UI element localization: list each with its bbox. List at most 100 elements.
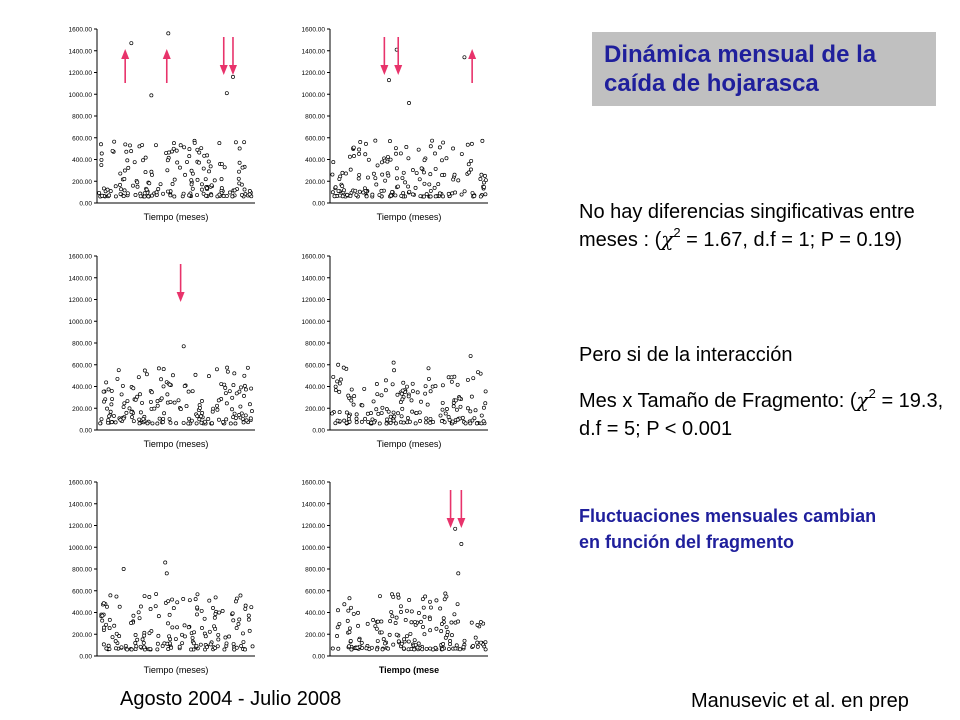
y-tick-label: 1600.00 [302,254,326,261]
data-point [99,163,104,168]
data-point [166,599,171,604]
data-point [354,420,359,425]
data-point [204,193,208,198]
data-point [129,149,134,154]
data-point [371,171,376,176]
data-point [242,373,247,378]
data-point [161,384,166,389]
data-point [428,605,433,610]
data-point [244,418,249,423]
data-point [331,160,336,165]
data-point [212,615,217,620]
data-point [474,421,479,426]
data-point [472,194,477,198]
data-point [129,647,134,652]
data-point [186,421,191,426]
y-tick-label: 200.00 [72,179,92,186]
data-point [155,399,160,404]
data-point [340,170,345,175]
data-point [409,620,414,625]
outlier-point [459,542,464,546]
data-point [444,594,449,599]
data-point [445,407,449,411]
data-point [195,193,200,197]
data-point [113,194,118,199]
data-point [133,633,138,637]
data-point [185,160,189,164]
data-point [197,403,202,408]
data-point [374,381,379,386]
data-point [243,603,248,608]
data-point [478,177,483,181]
data-point [207,169,211,174]
data-point [343,171,348,176]
data-point [208,642,213,647]
data-point [375,392,380,397]
data-point [170,625,175,630]
data-point [412,638,417,643]
y-tick-label: 200.00 [305,406,325,413]
data-point [101,186,106,191]
data-point [99,151,104,156]
data-point [203,634,208,639]
data-point [441,642,446,646]
data-point [234,391,239,396]
data-point [481,419,486,424]
data-point [475,623,480,627]
data-point [422,614,427,619]
data-point [338,377,343,382]
data-point [157,416,162,421]
data-point [200,399,204,403]
data-point [413,421,418,426]
y-tick-label: 800.00 [72,341,92,348]
arrow-down-icon [457,490,466,528]
data-point [106,387,111,392]
data-point [383,388,388,393]
data-point [354,412,359,417]
y-tick-label: 200.00 [305,632,325,639]
data-point [388,157,393,162]
data-point [419,399,423,404]
data-point [223,385,228,390]
data-point [142,191,147,196]
data-point [232,188,237,193]
data-point [469,620,474,625]
data-point [377,421,382,426]
data-point [428,416,433,421]
data-point [203,177,208,182]
data-point [388,414,393,419]
data-point [165,168,170,173]
data-point [210,421,214,426]
data-point [224,641,229,646]
data-point [398,151,403,156]
x-axis-label: Tiempo (meses) [377,439,442,449]
data-point [465,377,470,382]
data-point [124,149,129,154]
data-point [224,194,229,198]
y-tick-label: 1200.00 [69,70,93,77]
data-point [160,644,165,648]
data-point [347,644,351,649]
data-point [413,620,417,625]
data-point [459,152,464,157]
data-point [449,379,454,384]
data-point [462,189,467,194]
data-point [469,158,474,163]
data-point [197,160,201,165]
data-point [107,626,112,631]
data-point [215,644,220,649]
outlier-point [164,571,169,576]
data-point [418,419,422,423]
y-tick-label: 1600.00 [302,480,326,487]
data-point [121,405,126,409]
data-point [483,173,487,178]
data-point [475,640,480,645]
data-point [389,193,394,198]
data-point [390,382,395,387]
data-point [198,414,203,419]
data-point [385,154,390,159]
data-point [209,183,214,188]
data-point [422,170,426,175]
data-point [227,389,232,394]
data-point [131,419,136,424]
